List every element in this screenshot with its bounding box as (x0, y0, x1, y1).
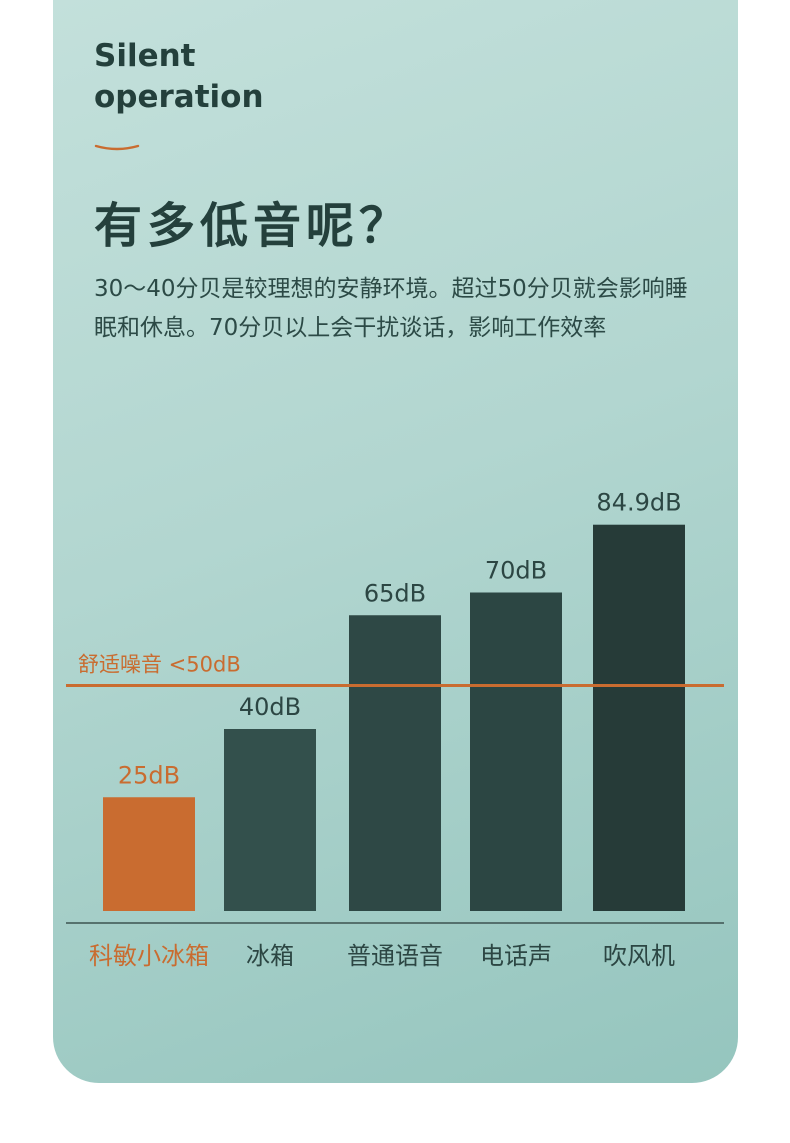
bar-value-label-1: 25dB (118, 761, 180, 789)
english-title-line-1: Silent (94, 38, 196, 74)
chinese-title: 有多低音呢？ (94, 198, 413, 254)
category-label-1: 科敏小冰箱 (89, 942, 209, 970)
category-label-2: 冰箱 (246, 942, 294, 970)
category-label-3: 普通语音 (347, 942, 443, 970)
bar-value-label-5: 84.9dB (596, 489, 681, 517)
english-title: Silent operation (94, 36, 264, 118)
bar-value-label-3: 65dB (364, 579, 426, 607)
bar-value-label-4: 70dB (485, 557, 547, 585)
category-label-4: 电话声 (480, 942, 552, 970)
intro-paragraph: 30～40分贝是较理想的安静环境。超过50分贝就会影响睡眠和休息。70分贝以上会… (94, 276, 688, 341)
accent-swoosh-icon (94, 144, 140, 151)
bar-3 (349, 615, 441, 911)
english-title-line-2: operation (94, 79, 264, 115)
category-label-5: 吹风机 (603, 942, 675, 970)
bar-4 (470, 592, 562, 911)
bar-2 (224, 729, 316, 911)
bar-value-label-2: 40dB (239, 693, 301, 721)
reference-line-label: 舒适噪音 <50dB (78, 653, 241, 677)
bar-1 (103, 797, 195, 911)
noise-bar-chart: 25dB 科敏小冰箱 40dB 冰箱 65dB 普通语音 70dB 电话声 84.9dB 吹风机 舒… (66, 489, 724, 970)
product-card: Silent operation 有多低音呢？ 30～40分贝是较理想的安静环境… (53, 0, 738, 1083)
bar-5 (593, 524, 685, 911)
